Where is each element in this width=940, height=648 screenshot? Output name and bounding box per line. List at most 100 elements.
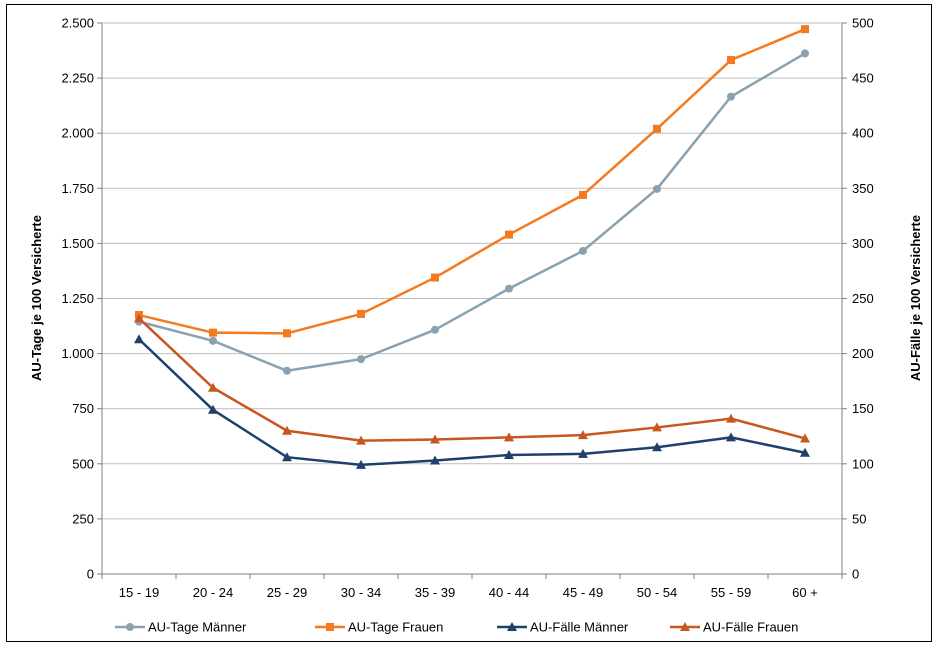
x-tick-label: 20 - 24 [193, 585, 233, 600]
left-tick-label: 1.000 [61, 346, 94, 361]
legend-marker [126, 623, 134, 631]
x-tick-label: 50 - 54 [637, 585, 677, 600]
data-point [430, 455, 440, 465]
x-tick-label: 40 - 44 [489, 585, 529, 600]
right-tick-label: 200 [852, 346, 874, 361]
data-point [504, 432, 514, 442]
data-point [801, 49, 809, 58]
data-point [800, 433, 810, 443]
left-tick-label: 0 [87, 567, 94, 582]
series-line [138, 28, 806, 335]
data-point [653, 184, 661, 193]
left-axis-ticks: 0 250 500 750 1.000 1.250 1.500 1.750 2.000 2.250… [61, 16, 102, 582]
data-point [356, 459, 366, 469]
right-tick-label: 500 [852, 16, 874, 31]
data-point [652, 422, 662, 432]
data-point [282, 425, 292, 435]
series-line [138, 317, 806, 442]
left-tick-label: 2.000 [61, 126, 94, 141]
legend-item: AU-Fälle Frauen [670, 620, 798, 635]
data-point [283, 366, 291, 375]
data-point [578, 430, 588, 440]
right-axis-ticks: 0 50 100 150 200 250 300 350 400 450 500 [842, 16, 874, 582]
data-point [356, 435, 366, 445]
data-point [208, 382, 218, 392]
left-tick-label: 250 [72, 511, 94, 526]
data-point [727, 56, 735, 65]
legend-marker [507, 622, 517, 631]
data-point [726, 413, 736, 423]
data-point [282, 452, 292, 462]
right-tick-label: 250 [852, 291, 874, 306]
left-axis-title: AU-Tage je 100 Versicherte [29, 215, 44, 381]
series-3 [134, 334, 810, 469]
left-tick-label: 2.250 [61, 71, 94, 86]
x-tick-label: 45 - 49 [563, 585, 603, 600]
legend-label: AU-Tage Frauen [348, 620, 443, 635]
chart-frame [6, 4, 932, 642]
series-2 [135, 25, 809, 338]
x-tick-label: 25 - 29 [267, 585, 307, 600]
legend-label: AU-Fälle Frauen [703, 620, 798, 635]
data-point [430, 434, 440, 444]
right-tick-label: 450 [852, 71, 874, 86]
right-axis-title: AU-Fälle je 100 Versicherte [908, 215, 923, 381]
legend-label: AU-Tage Männer [148, 620, 247, 635]
legend-marker [326, 623, 334, 631]
legend-item: AU-Tage Männer [115, 620, 247, 635]
right-tick-label: 400 [852, 126, 874, 141]
data-point [283, 329, 291, 338]
gridlines [102, 22, 842, 520]
data-point [800, 447, 810, 457]
x-axis-ticks: 15 - 19 20 - 24 25 - 29 30 - 34 35 - 39 40 - … [101, 574, 843, 600]
data-point [727, 92, 735, 101]
data-point [505, 230, 513, 239]
x-tick-label: 60 + [792, 585, 818, 600]
legend-item: AU-Fälle Männer [497, 620, 629, 635]
x-tick-label: 55 - 59 [711, 585, 751, 600]
data-point [653, 124, 661, 133]
data-point [209, 336, 217, 345]
data-point [357, 309, 365, 318]
right-tick-label: 0 [852, 567, 859, 582]
data-point [652, 442, 662, 452]
data-point [431, 273, 439, 282]
series [134, 25, 810, 469]
data-point [134, 334, 144, 344]
legend-marker [680, 622, 690, 631]
data-point [504, 449, 514, 459]
left-tick-label: 1.250 [61, 291, 94, 306]
series-line [138, 338, 806, 467]
data-point [208, 404, 218, 414]
right-tick-label: 150 [852, 401, 874, 416]
data-point [801, 25, 809, 34]
legend-item: AU-Tage Frauen [315, 620, 443, 635]
data-point [579, 190, 587, 199]
right-tick-label: 50 [852, 511, 866, 526]
series-1 [135, 49, 809, 375]
left-tick-label: 2.500 [61, 16, 94, 31]
left-tick-label: 500 [72, 456, 94, 471]
legend: AU-Tage Männer AU-Tage Frauen AU-Fälle Män… [115, 620, 798, 635]
left-tick-label: 1.500 [61, 236, 94, 251]
data-point [134, 313, 144, 323]
data-point [357, 355, 365, 364]
data-point [579, 246, 587, 255]
right-tick-label: 350 [852, 181, 874, 196]
right-tick-label: 300 [852, 236, 874, 251]
data-point [726, 432, 736, 442]
legend-label: AU-Fälle Männer [530, 620, 629, 635]
data-point [431, 325, 439, 334]
series-4 [134, 313, 810, 445]
left-tick-label: 1.750 [61, 181, 94, 196]
data-point [578, 448, 588, 458]
right-tick-label: 100 [852, 456, 874, 471]
data-point [209, 328, 217, 337]
series-line [138, 52, 806, 373]
x-tick-label: 35 - 39 [415, 585, 455, 600]
x-tick-label: 15 - 19 [119, 585, 159, 600]
x-tick-label: 30 - 34 [341, 585, 381, 600]
left-tick-label: 750 [72, 401, 94, 416]
data-point [505, 284, 513, 293]
